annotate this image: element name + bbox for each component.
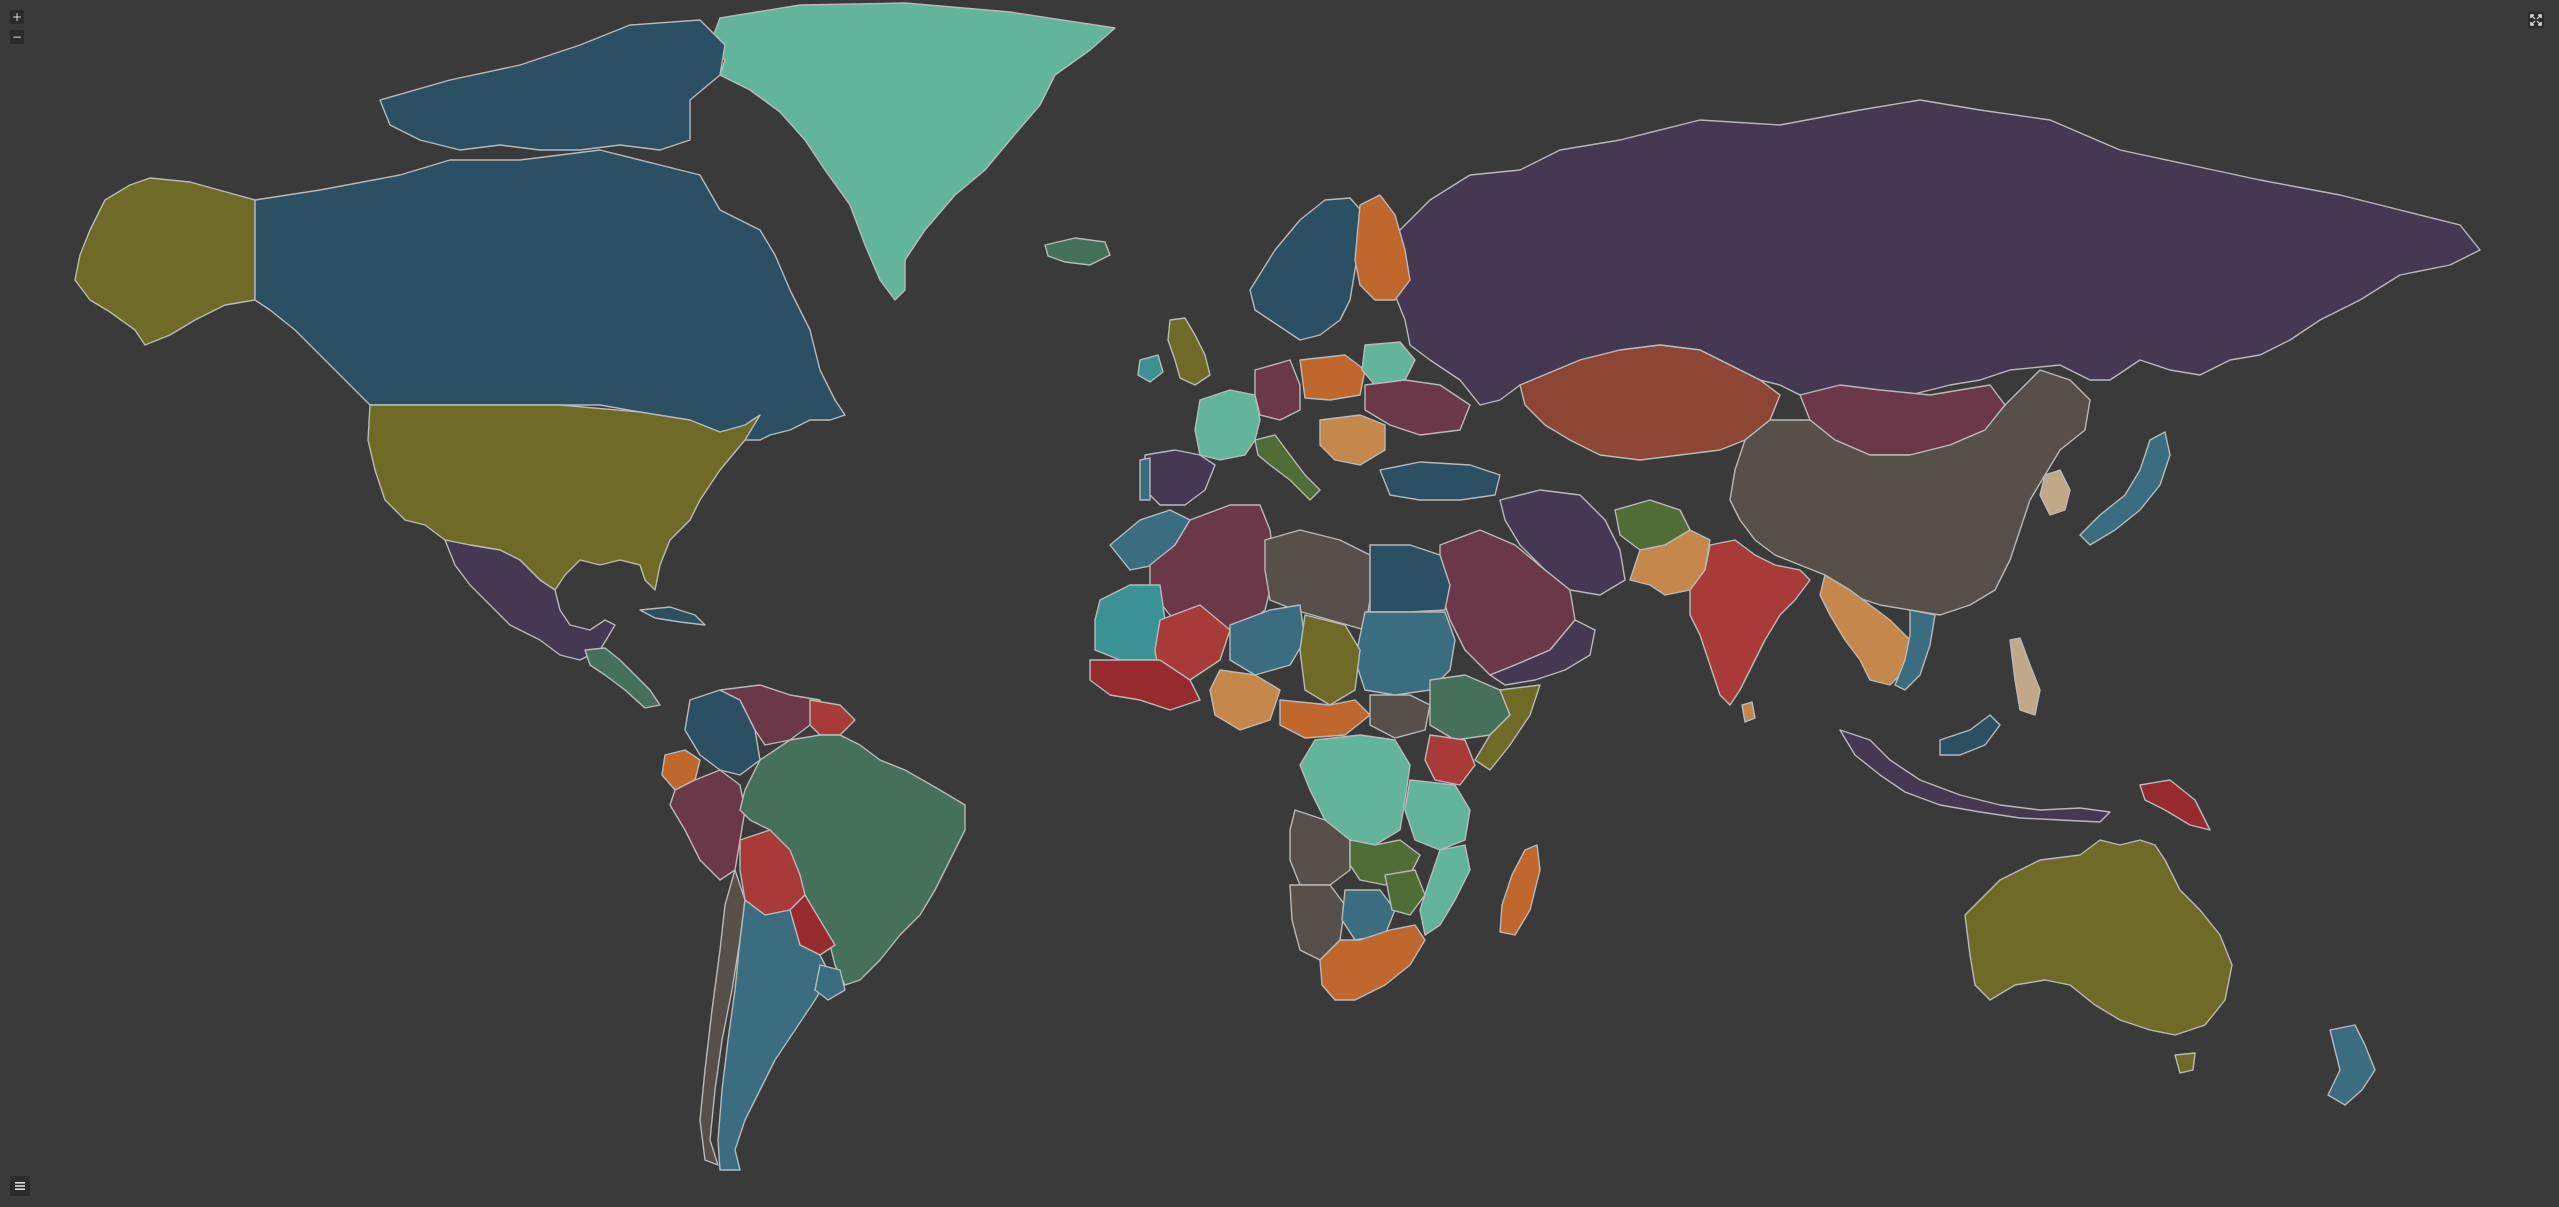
country-alaska[interactable] bbox=[74, 177, 256, 346]
country-ireland[interactable] bbox=[1137, 354, 1164, 383]
hamburger-menu-icon bbox=[15, 1182, 25, 1190]
country-tasmania[interactable] bbox=[2174, 1052, 2196, 1074]
country-venezuela[interactable] bbox=[719, 684, 821, 746]
country-madagascar[interactable] bbox=[1499, 844, 1541, 936]
country-germany[interactable] bbox=[1254, 359, 1301, 421]
country-mali[interactable] bbox=[1154, 604, 1231, 681]
menu-button[interactable] bbox=[10, 1176, 30, 1196]
country-niger[interactable] bbox=[1229, 604, 1306, 676]
country-ukraine[interactable] bbox=[1364, 379, 1471, 436]
country-nigeria[interactable] bbox=[1209, 669, 1281, 731]
country-indonesia[interactable] bbox=[1839, 729, 2111, 823]
country-sri-lanka[interactable] bbox=[1741, 701, 1756, 723]
expand-icon bbox=[2528, 12, 2544, 28]
country-uruguay[interactable] bbox=[814, 964, 846, 1001]
country-oman-yemen[interactable] bbox=[1489, 619, 1596, 686]
country-balkans[interactable] bbox=[1319, 414, 1386, 466]
country-greenland[interactable] bbox=[709, 2, 1116, 301]
fullscreen-button[interactable] bbox=[2528, 12, 2544, 28]
country-australia[interactable] bbox=[1964, 839, 2233, 1036]
country-spain[interactable] bbox=[1144, 449, 1216, 506]
country-new-zealand[interactable] bbox=[2327, 1024, 2376, 1106]
zoom-in-button[interactable]: + bbox=[10, 10, 24, 24]
country-iran[interactable] bbox=[1499, 489, 1626, 596]
country-dr-congo[interactable] bbox=[1299, 734, 1411, 846]
country-philippines[interactable] bbox=[2009, 637, 2041, 716]
country-egypt[interactable] bbox=[1369, 544, 1451, 613]
country-peru[interactable] bbox=[669, 769, 746, 881]
country-south-africa[interactable] bbox=[1319, 924, 1426, 1001]
country-chile[interactable] bbox=[699, 869, 746, 1166]
country-finland[interactable] bbox=[1354, 194, 1411, 301]
country-cuba[interactable] bbox=[639, 606, 706, 626]
country-norway-sweden[interactable] bbox=[1249, 197, 1366, 341]
country-argentina[interactable] bbox=[717, 899, 831, 1171]
country-tanzania[interactable] bbox=[1404, 779, 1471, 851]
country-chad[interactable] bbox=[1299, 614, 1361, 706]
country-south-sudan[interactable] bbox=[1369, 694, 1431, 739]
country-canada[interactable] bbox=[254, 149, 846, 441]
country-mexico[interactable] bbox=[444, 539, 616, 661]
country-kenya[interactable] bbox=[1424, 734, 1476, 786]
country-united-kingdom[interactable] bbox=[1167, 317, 1211, 386]
country-turkey[interactable] bbox=[1379, 461, 1501, 501]
country-west-africa[interactable] bbox=[1089, 659, 1201, 711]
country-russia[interactable] bbox=[1384, 99, 2481, 406]
country-canada-arctic-islands[interactable] bbox=[379, 19, 726, 151]
country-central-african-republic[interactable] bbox=[1279, 699, 1371, 739]
country-central-america[interactable] bbox=[584, 647, 661, 709]
country-india[interactable] bbox=[1689, 539, 1811, 706]
country-malaysia[interactable] bbox=[1939, 714, 2001, 756]
country-somalia[interactable] bbox=[1474, 684, 1541, 771]
country-japan[interactable] bbox=[2079, 431, 2171, 546]
country-belarus[interactable] bbox=[1361, 341, 1416, 386]
country-united-states[interactable] bbox=[367, 404, 761, 591]
country-southeast-asia[interactable] bbox=[1819, 574, 1911, 686]
country-iceland[interactable] bbox=[1044, 237, 1111, 266]
country-mozambique[interactable] bbox=[1419, 844, 1471, 936]
country-vietnam[interactable] bbox=[1894, 609, 1936, 691]
country-portugal[interactable] bbox=[1139, 457, 1151, 501]
country-france[interactable] bbox=[1194, 389, 1261, 461]
country-poland[interactable] bbox=[1299, 354, 1366, 401]
country-guianas[interactable] bbox=[809, 699, 856, 736]
country-china[interactable] bbox=[1729, 369, 2091, 616]
country-italy[interactable] bbox=[1254, 434, 1321, 501]
country-korea[interactable] bbox=[2039, 469, 2071, 516]
country-papua-new-guinea[interactable] bbox=[2139, 779, 2211, 831]
zoom-out-button[interactable]: − bbox=[10, 30, 24, 44]
country-zimbabwe[interactable] bbox=[1384, 869, 1426, 916]
